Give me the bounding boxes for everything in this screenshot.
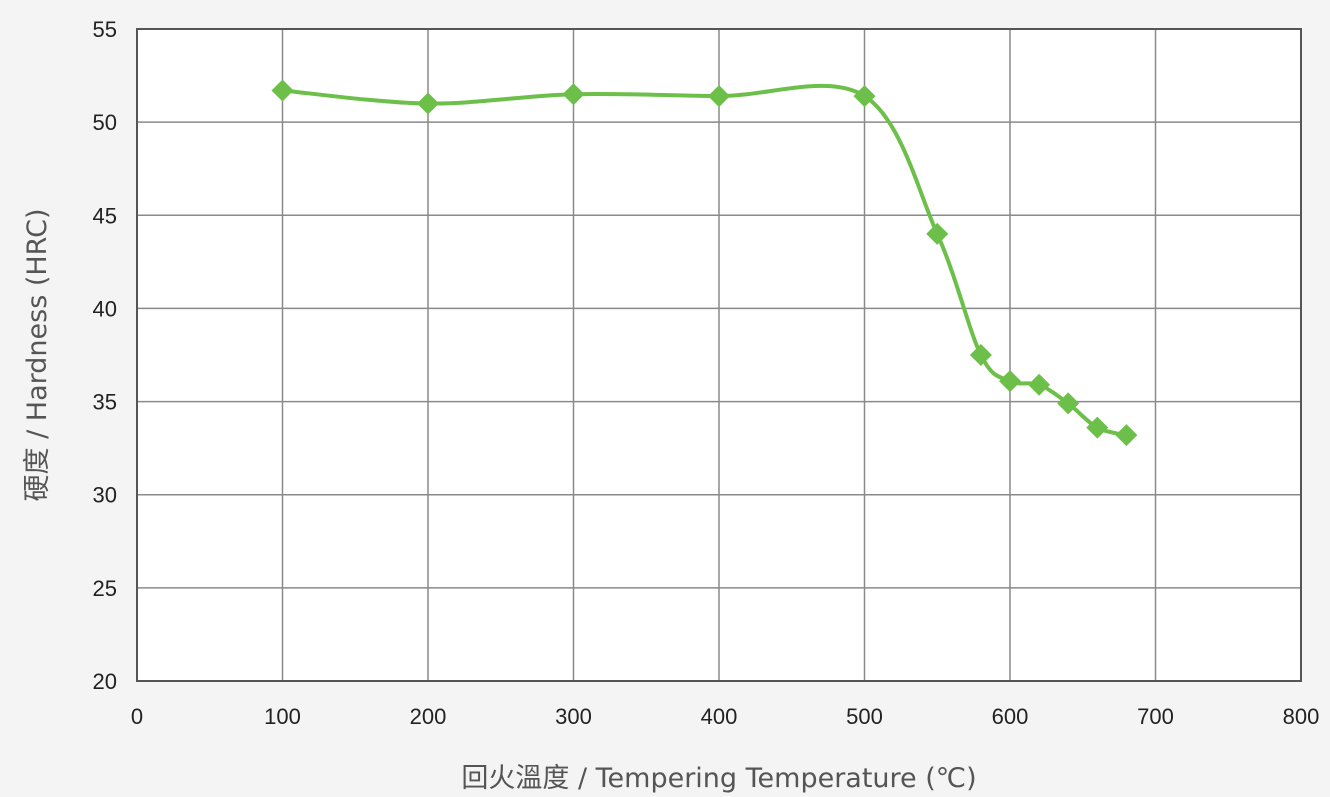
y-tick-label: 20 (93, 669, 117, 694)
y-tick-label: 50 (93, 110, 117, 135)
x-tick-label: 500 (846, 704, 883, 729)
y-tick-label: 40 (93, 296, 117, 321)
data-point-marker (999, 370, 1021, 393)
y-tick-label: 30 (93, 483, 117, 508)
data-point-marker (853, 85, 876, 108)
data-point-marker (562, 83, 585, 106)
series-markers (271, 79, 1138, 447)
data-point-marker (969, 344, 992, 366)
x-axis-ticks: 0 100 200 300 400 500 600 700 800 (131, 704, 1319, 729)
data-point-marker (1115, 424, 1138, 447)
x-tick-label: 600 (992, 704, 1029, 729)
x-axis-title: 回火溫度 / Tempering Temperature (℃) (461, 763, 976, 794)
data-point-marker (708, 85, 730, 108)
x-tick-label: 700 (1137, 704, 1174, 729)
data-point-marker (271, 79, 294, 102)
plot-frame (136, 28, 1302, 682)
data-point-marker (926, 222, 949, 245)
y-tick-label: 35 (93, 390, 117, 415)
x-tick-label: 100 (264, 704, 301, 729)
y-tick-label: 25 (93, 576, 117, 601)
series-line (282, 83, 1127, 438)
data-point-marker (1028, 373, 1051, 396)
data-point-marker (1057, 392, 1080, 415)
x-tick-label: 200 (410, 704, 447, 729)
y-tick-label: 45 (93, 203, 117, 228)
x-tick-label: 800 (1283, 704, 1320, 729)
x-tick-label: 300 (555, 704, 592, 729)
y-axis-ticks: 20 25 30 35 40 45 50 55 (93, 17, 117, 694)
y-axis-title: 硬度 / Hardness (HRC) (22, 209, 53, 502)
data-point-marker (417, 92, 439, 115)
x-tick-label: 0 (131, 704, 143, 729)
y-tick-label: 55 (93, 17, 117, 42)
x-tick-label: 400 (701, 704, 738, 729)
data-point-marker (1086, 416, 1109, 439)
